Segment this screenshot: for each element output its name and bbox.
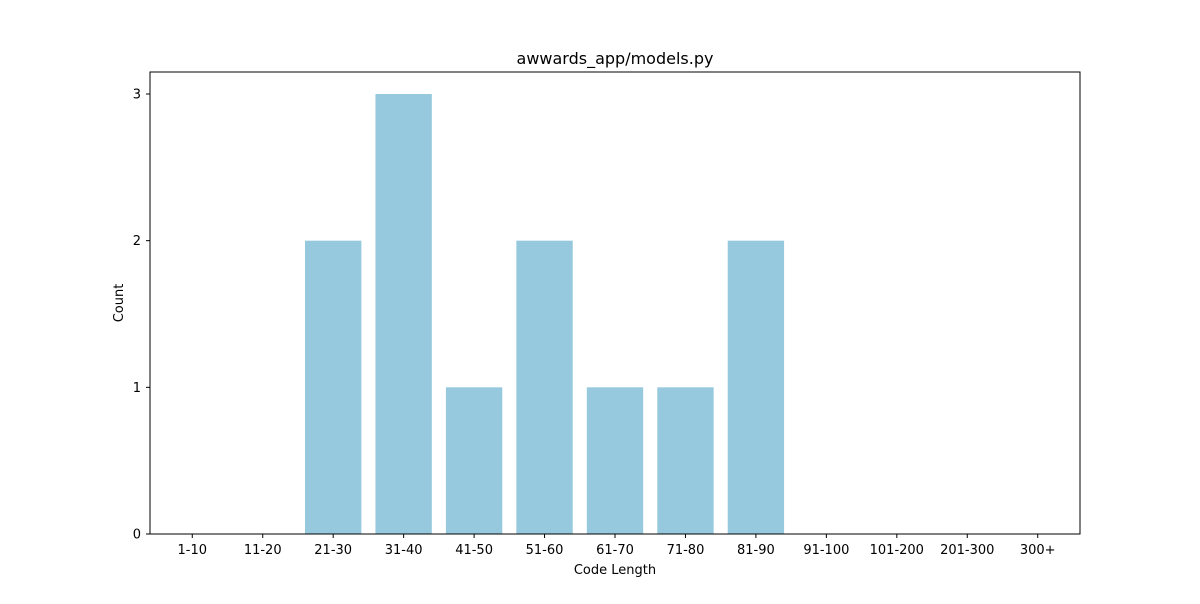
x-tick-label: 101-200 xyxy=(870,543,924,558)
bar-51-60 xyxy=(516,240,573,534)
x-axis: 1-10 11-20 21-30 31-40 41-50 51-60 61-70 71-80 8… xyxy=(178,534,1056,558)
bar-61-70 xyxy=(586,387,644,534)
bar-71-80 xyxy=(657,387,714,534)
y-tick-label: 2 xyxy=(133,234,141,249)
x-tick-label: 300+ xyxy=(1020,543,1056,558)
x-tick-label: 21-30 xyxy=(314,543,352,558)
x-tick-label: 51-60 xyxy=(526,543,564,558)
x-tick-label: 81-90 xyxy=(737,543,775,558)
y-tick-label: 3 xyxy=(133,88,141,103)
x-tick-label: 41-50 xyxy=(455,543,493,558)
bar-41-50 xyxy=(445,387,503,534)
bar-81-90 xyxy=(727,240,785,534)
y-tick-label: 0 xyxy=(133,528,141,543)
bars-group xyxy=(305,94,785,534)
x-tick-label: 31-40 xyxy=(385,543,423,558)
bar-21-30 xyxy=(305,240,362,534)
y-axis: 0 1 2 3 xyxy=(133,88,150,543)
y-axis-label: Count xyxy=(112,284,127,323)
x-tick-label: 71-80 xyxy=(667,543,705,558)
x-tick-label: 201-300 xyxy=(940,543,994,558)
bar-31-40 xyxy=(375,94,432,534)
chart-title: awwards_app/models.py xyxy=(517,49,714,69)
x-tick-label: 11-20 xyxy=(244,543,282,558)
x-tick-label: 91-100 xyxy=(803,543,849,558)
x-tick-label: 1-10 xyxy=(178,543,208,558)
y-tick-label: 1 xyxy=(133,381,141,396)
x-tick-label: 61-70 xyxy=(596,543,634,558)
x-axis-label: Code Length xyxy=(574,563,656,578)
